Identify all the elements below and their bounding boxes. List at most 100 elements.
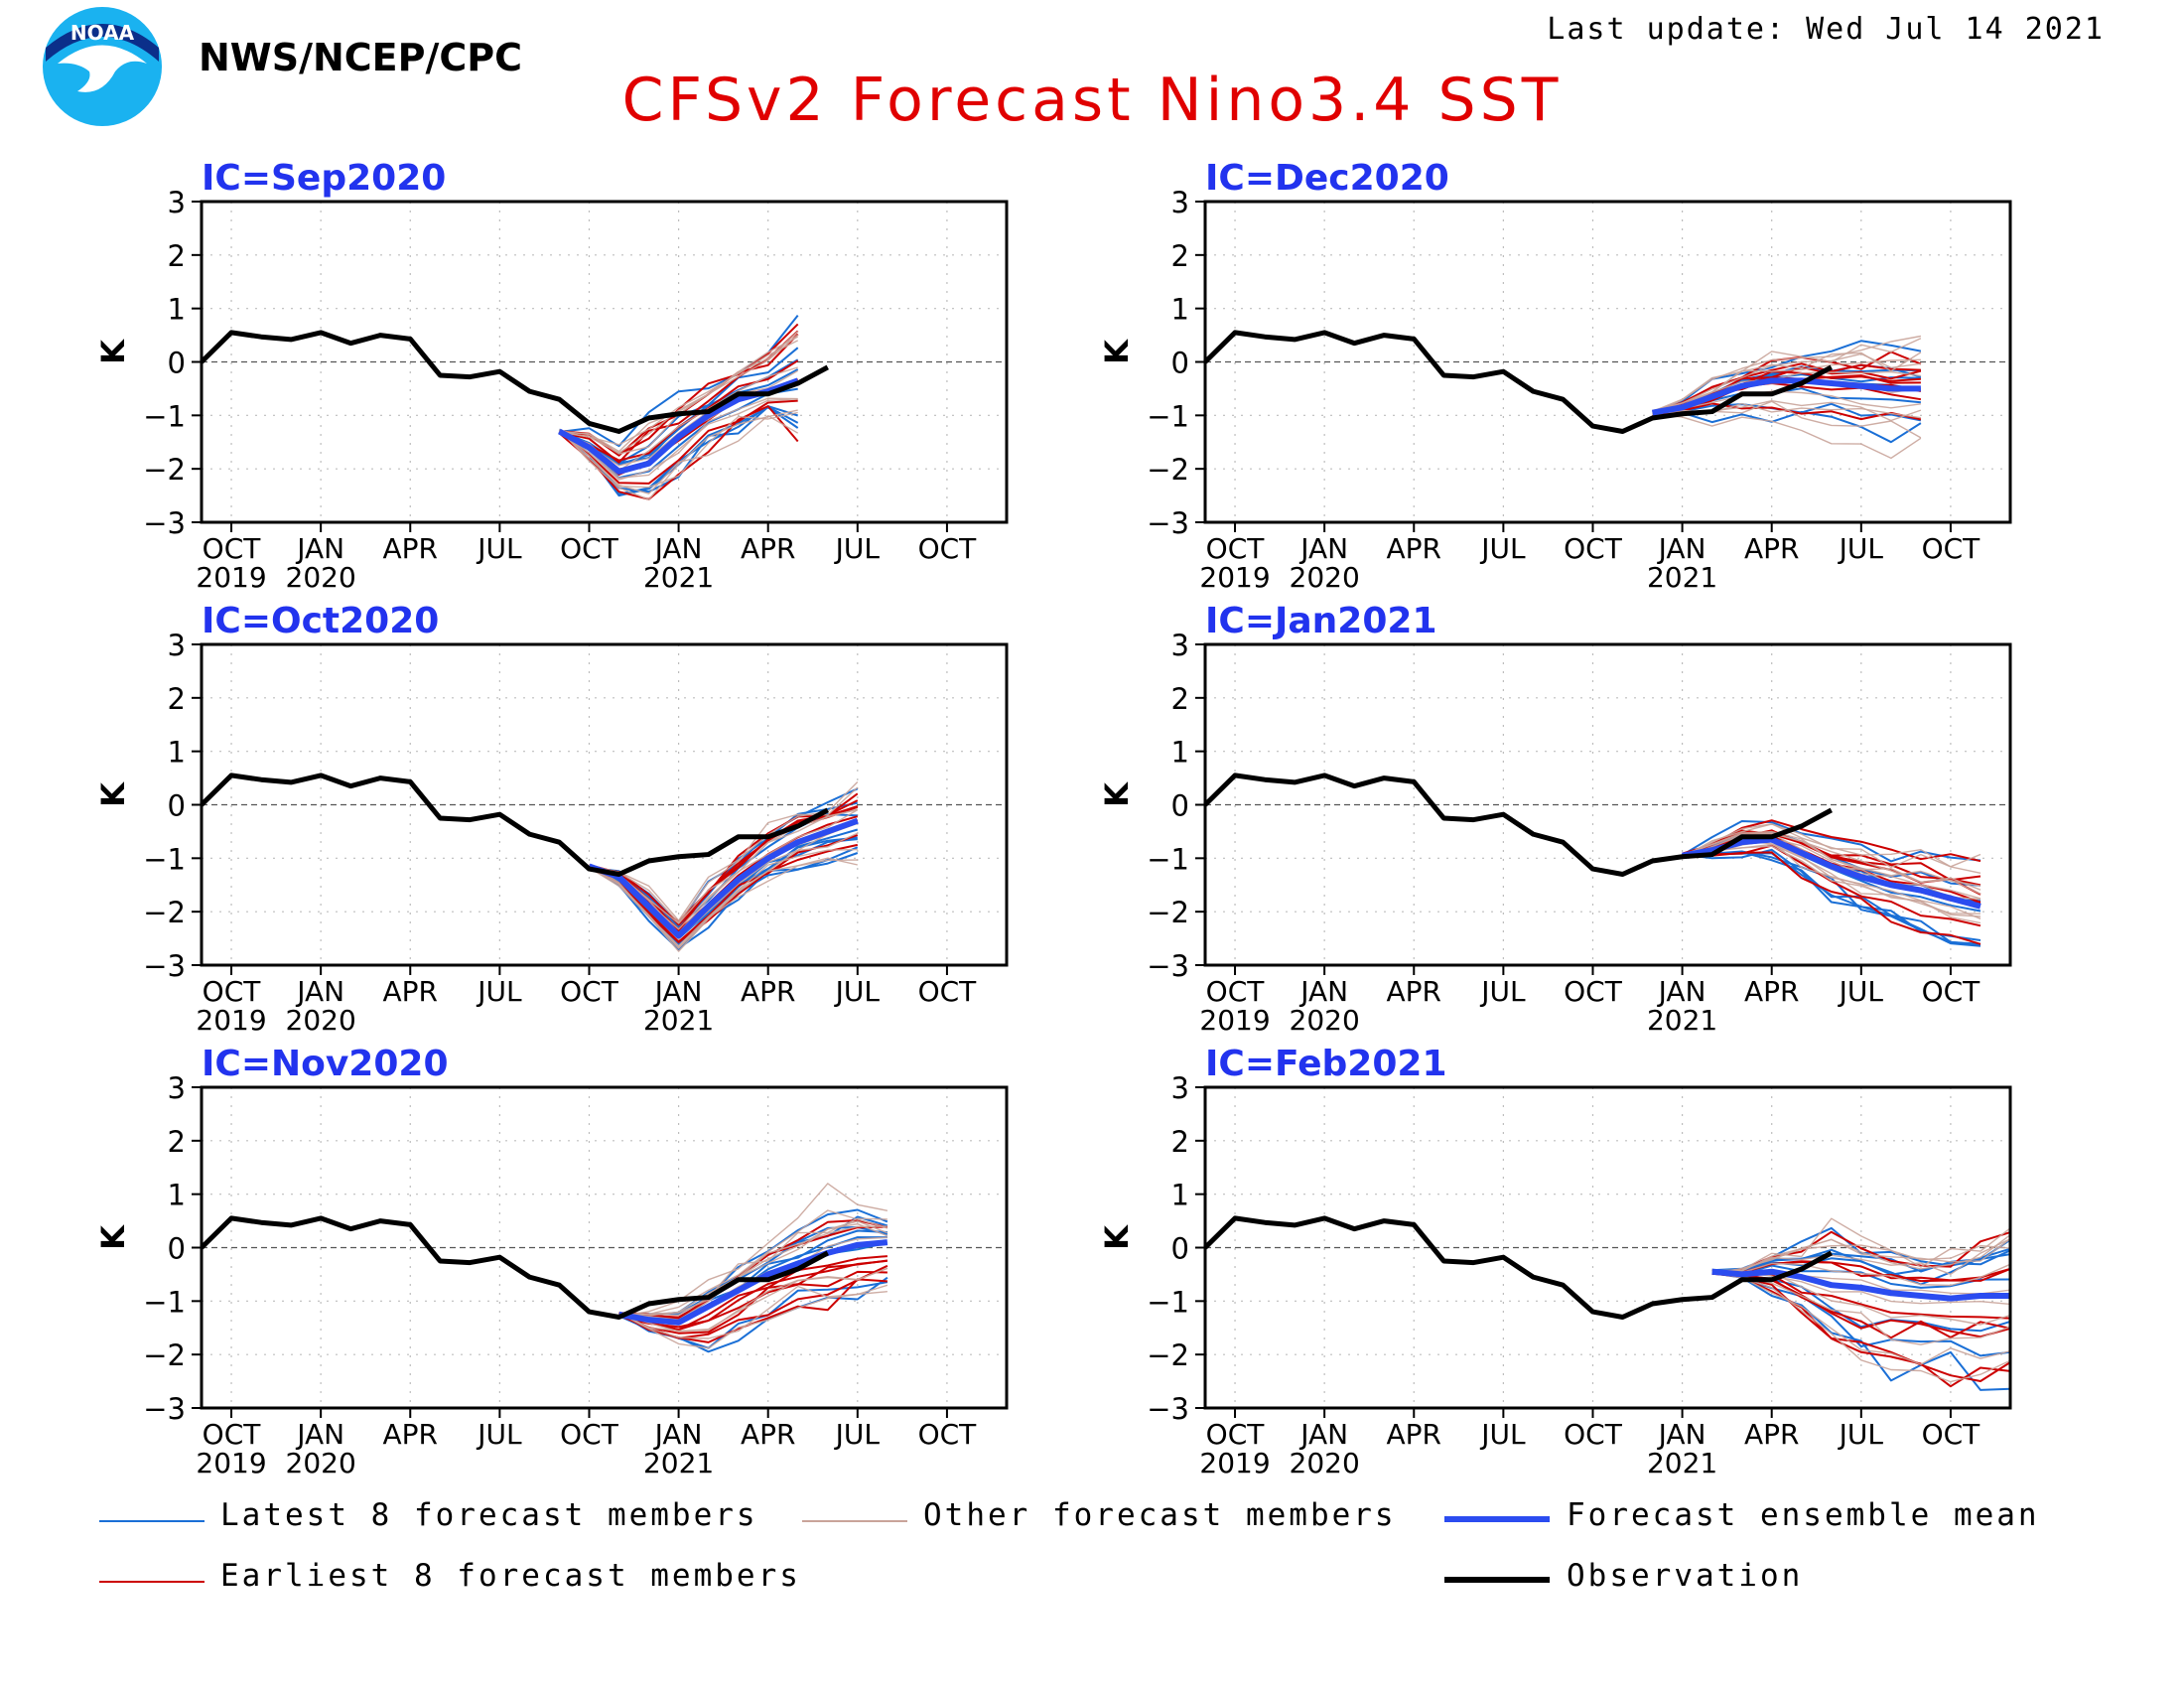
x-tick-year-label: 2021 (1647, 1004, 1717, 1037)
y-tick-label: 1 (1171, 736, 1189, 770)
forecast-member-line-other (1682, 830, 1981, 887)
x-tick-year-label: 2019 (196, 561, 266, 594)
last-update: Last update: Wed Jul 14 2021 (1547, 12, 2105, 47)
x-tick-label: APR (1744, 1418, 1800, 1451)
x-tick-year-label: 2021 (643, 561, 714, 594)
org-name: NWS/NCEP/CPC (199, 36, 522, 79)
x-tick-year-label: 2020 (1290, 561, 1360, 594)
x-tick-label: JUL (1479, 1418, 1526, 1451)
forecast-member-line-earliest (618, 1278, 887, 1343)
y-tick-label: −1 (1147, 1285, 1189, 1319)
forecast-member-line-other (1711, 1217, 2011, 1273)
y-tick-label: −2 (143, 453, 186, 487)
panel-title: IC=Nov2020 (202, 1044, 449, 1084)
x-tick-year-label: 2019 (1199, 1004, 1270, 1037)
x-tick-label: OCT (1206, 532, 1266, 565)
forecast-member-line-other (1652, 338, 1922, 413)
forecast-member-line-earliest (618, 1255, 887, 1332)
forecast-member-line-latest (1652, 410, 1922, 444)
y-tick-label: 2 (168, 1125, 186, 1159)
forecast-member-line-other (618, 1267, 888, 1333)
legend-swatch-observation (1444, 1577, 1550, 1583)
x-tick-label: OCT (1564, 975, 1623, 1008)
x-tick-label: OCT (1922, 1418, 1981, 1451)
y-tick-label: 0 (1171, 347, 1189, 380)
forecast-member-line-other (1711, 1271, 2011, 1383)
x-tick-label: APR (1387, 975, 1442, 1008)
forecast-member-line-other (1652, 390, 1921, 416)
ensemble-mean-line (1652, 377, 1921, 416)
plot-frame (200, 1085, 1009, 1410)
x-tick-label: APR (1744, 975, 1800, 1008)
forecast-member-line-other (559, 336, 799, 454)
panel-title: IC=Sep2020 (202, 158, 446, 199)
x-tick-label: JUL (1838, 1418, 1884, 1451)
forecast-member-line-other (618, 1285, 887, 1339)
forecast-members (1711, 1217, 2011, 1391)
ensemble-mean-line (588, 817, 859, 939)
y-tick-label: 0 (1171, 1232, 1189, 1266)
legend-label-latest: Latest 8 forecast members (220, 1497, 758, 1533)
plot-frame (200, 200, 1009, 524)
y-axis-label: K (94, 1224, 132, 1250)
observation-line (200, 330, 829, 434)
legend-swatch-earliest (99, 1581, 205, 1583)
plot-frame (1203, 642, 2012, 967)
forecast-member-line-other (1711, 1269, 2011, 1365)
forecast-member-line-earliest (1711, 1272, 2011, 1388)
y-tick-label: 2 (1171, 239, 1189, 273)
x-tick-label: APR (1744, 532, 1800, 565)
x-tick-label: OCT (1922, 975, 1981, 1008)
x-tick-label: APR (383, 532, 439, 565)
forecast-member-line-other (1682, 823, 1981, 869)
y-tick-label: 1 (1171, 1179, 1189, 1212)
y-axis-label: K (94, 781, 132, 807)
legend-label-mean: Forecast ensemble mean (1567, 1497, 2040, 1533)
x-tick-label: OCT (560, 975, 619, 1008)
x-tick-label: OCT (203, 532, 262, 565)
x-tick-year-label: 2020 (286, 1004, 356, 1037)
forecast-member-line-latest (1682, 820, 1981, 863)
y-axis-label: K (1098, 339, 1136, 364)
x-tick-label: JAN (653, 532, 703, 565)
y-tick-label: 0 (168, 347, 186, 380)
x-tick-label: APR (1387, 532, 1442, 565)
x-tick-label: JUL (476, 975, 522, 1008)
x-tick-label: JAN (653, 975, 703, 1008)
x-tick-year-label: 2021 (643, 1447, 714, 1479)
legend-swatch-latest (99, 1520, 205, 1522)
forecast-member-line-earliest (1711, 1268, 2011, 1382)
observation-line (1203, 1215, 1833, 1320)
y-tick-label: 2 (168, 239, 186, 273)
forecast-member-line-other (558, 409, 798, 500)
legend-label-other: Other forecast members (923, 1497, 1397, 1533)
forecast-member-line-other (618, 1220, 888, 1316)
y-tick-label: −2 (1147, 1338, 1189, 1372)
x-tick-year-label: 2019 (1199, 1447, 1270, 1479)
x-tick-label: JUL (476, 532, 522, 565)
y-tick-label: 3 (1171, 1071, 1189, 1105)
x-tick-year-label: 2019 (196, 1447, 266, 1479)
forecast-member-line-other (1682, 832, 1981, 891)
x-tick-year-label: 2021 (1647, 561, 1717, 594)
y-tick-label: 3 (168, 1071, 186, 1105)
y-tick-label: 3 (1171, 629, 1189, 662)
y-tick-label: 0 (168, 1232, 186, 1266)
y-tick-label: 2 (1171, 682, 1189, 716)
y-axis-label: K (1098, 781, 1136, 807)
x-tick-label: JAN (1657, 1418, 1706, 1451)
logo-text: NOAA (70, 21, 135, 45)
x-tick-label: OCT (1564, 1418, 1623, 1451)
forecast-member-line-other (618, 1209, 888, 1316)
x-tick-label: JUL (1838, 532, 1884, 565)
forecast-member-line-latest (1711, 1272, 2011, 1391)
x-tick-label: JUL (834, 532, 881, 565)
x-tick-year-label: 2019 (1199, 561, 1270, 594)
x-tick-label: JAN (1298, 1418, 1348, 1451)
forecast-member-line-latest (1711, 1264, 2011, 1289)
